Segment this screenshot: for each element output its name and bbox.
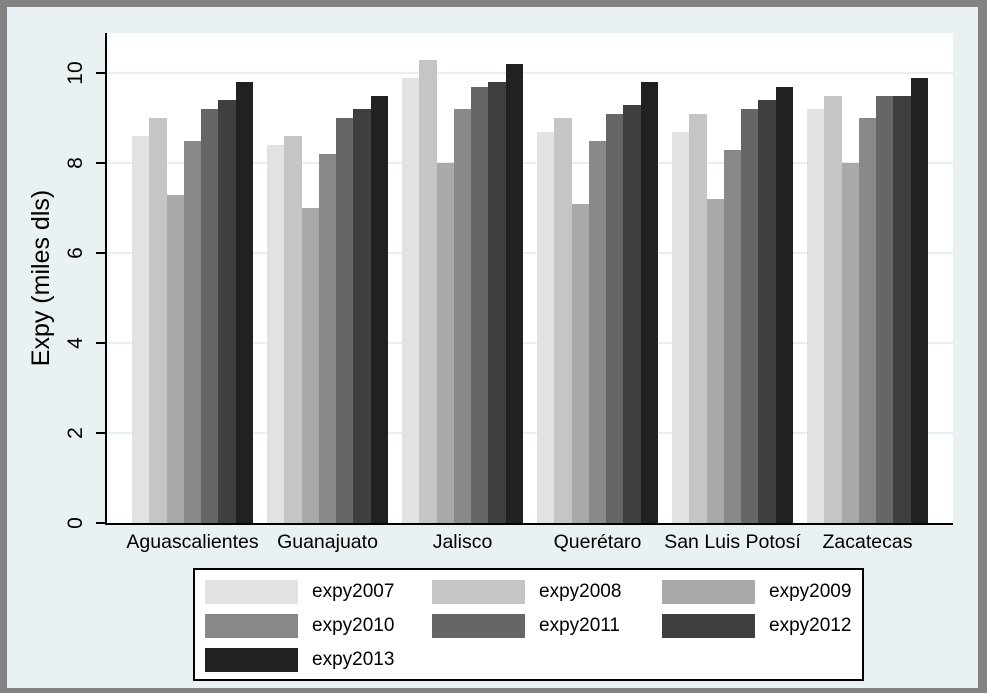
bar-expy2007-5 xyxy=(807,109,825,523)
x-label-0: Aguascalientes xyxy=(126,531,259,553)
legend-swatch-expy2013 xyxy=(205,648,298,672)
bar-expy2010-1 xyxy=(318,154,337,523)
x-label-2: Jalisco xyxy=(432,531,493,553)
bar-expy2007-4 xyxy=(672,131,690,523)
bar-expy2012-2 xyxy=(488,82,506,523)
bar-expy2007-1 xyxy=(267,145,285,523)
bar-expy2011-3 xyxy=(606,113,624,523)
legend-label-expy2009: expy2009 xyxy=(769,581,852,602)
bar-expy2009-4 xyxy=(706,199,724,523)
gridline-y8 xyxy=(107,162,953,164)
bar-expy2009-1 xyxy=(301,208,319,523)
bar-expy2010-4 xyxy=(723,149,742,523)
bar-expy2009-3 xyxy=(571,203,589,523)
plot-area xyxy=(105,33,953,525)
bar-expy2010-3 xyxy=(588,140,607,523)
chart-canvas: Expy (miles dls) 0 2 4 6 8 10 Aguascalientes G… xyxy=(7,7,978,688)
legend-entry-expy2009: expy2009 xyxy=(662,580,851,604)
bar-expy2008-1 xyxy=(284,136,302,523)
bar-expy2009-0 xyxy=(166,194,184,523)
bar-group-0 xyxy=(132,82,253,523)
legend-entry-expy2010: expy2010 xyxy=(205,614,394,638)
bar-expy2011-4 xyxy=(741,109,759,523)
x-label-4: San Luis Potosí xyxy=(664,531,801,553)
y-tick-mark-0 xyxy=(96,522,105,524)
gridline-y6 xyxy=(107,252,953,254)
bar-expy2013-5 xyxy=(910,77,928,523)
bar-expy2008-5 xyxy=(824,95,842,523)
legend-label-expy2010: expy2010 xyxy=(312,615,395,636)
legend-swatch-expy2007 xyxy=(205,580,298,604)
legend-swatch-expy2012 xyxy=(662,614,755,638)
bar-expy2011-2 xyxy=(471,86,489,523)
bar-expy2011-1 xyxy=(336,118,354,523)
bar-expy2007-3 xyxy=(537,131,555,523)
bar-expy2009-2 xyxy=(436,163,454,523)
bar-expy2013-3 xyxy=(640,82,658,523)
bar-expy2008-3 xyxy=(554,118,572,523)
bar-group-1 xyxy=(267,95,388,523)
y-tick-mark-4 xyxy=(96,342,105,344)
legend-swatch-expy2010 xyxy=(205,614,298,638)
legend-label-expy2008: expy2008 xyxy=(539,581,622,602)
y-tick-label-4: 4 xyxy=(64,337,87,349)
bar-expy2011-5 xyxy=(876,95,894,523)
legend-entry-expy2013: expy2013 xyxy=(205,648,394,672)
y-tick-mark-10 xyxy=(96,72,105,74)
bar-expy2010-5 xyxy=(858,118,877,523)
bar-expy2012-4 xyxy=(758,100,776,523)
bar-group-5 xyxy=(807,77,928,523)
bar-expy2007-0 xyxy=(132,136,150,523)
gridline-y10 xyxy=(107,72,953,74)
legend-swatch-expy2009 xyxy=(662,580,755,604)
bar-group-3 xyxy=(537,82,658,523)
x-label-3: Querétaro xyxy=(553,531,642,553)
y-tick-label-2: 2 xyxy=(64,427,87,439)
bar-expy2009-5 xyxy=(841,163,859,523)
y-tick-label-6: 6 xyxy=(64,247,87,259)
bar-expy2008-0 xyxy=(149,118,167,523)
bar-expy2011-0 xyxy=(201,109,219,523)
bar-expy2012-3 xyxy=(623,104,641,523)
legend-label-expy2013: expy2013 xyxy=(312,649,395,670)
legend-label-expy2012: expy2012 xyxy=(769,615,852,636)
bar-expy2012-1 xyxy=(353,109,371,523)
bar-expy2010-0 xyxy=(183,140,202,523)
bar-expy2008-2 xyxy=(419,59,437,523)
legend-label-expy2007: expy2007 xyxy=(312,581,395,602)
y-tick-mark-8 xyxy=(96,162,105,164)
y-tick-mark-2 xyxy=(96,432,105,434)
bar-expy2012-5 xyxy=(893,95,911,523)
bar-expy2013-2 xyxy=(505,64,523,523)
bar-group-2 xyxy=(402,59,523,523)
bar-expy2007-2 xyxy=(402,77,420,523)
bar-expy2010-2 xyxy=(453,109,472,523)
bar-expy2012-0 xyxy=(218,100,236,523)
x-label-5: Zacatecas xyxy=(822,531,913,553)
legend-entry-expy2008: expy2008 xyxy=(432,580,621,604)
bar-expy2008-4 xyxy=(689,113,707,523)
legend: expy2007 expy2008 expy2009 expy2010 expy2011… xyxy=(193,568,864,681)
bar-expy2013-0 xyxy=(235,82,253,523)
gridline-y2 xyxy=(107,432,953,434)
x-label-1: Guanajuato xyxy=(277,531,378,553)
y-tick-mark-6 xyxy=(96,252,105,254)
y-tick-label-0: 0 xyxy=(64,517,87,529)
legend-entry-expy2007: expy2007 xyxy=(205,580,394,604)
legend-entry-expy2011: expy2011 xyxy=(432,614,620,638)
bar-group-4 xyxy=(672,86,793,523)
legend-swatch-expy2008 xyxy=(432,580,525,604)
legend-entry-expy2012: expy2012 xyxy=(662,614,851,638)
y-tick-label-8: 8 xyxy=(64,157,87,169)
bar-expy2013-1 xyxy=(370,95,388,523)
legend-label-expy2011: expy2011 xyxy=(539,615,620,636)
gridline-y4 xyxy=(107,342,953,344)
y-tick-label-10: 10 xyxy=(64,61,87,85)
y-axis-title: Expy (miles dls) xyxy=(26,189,55,367)
bar-expy2013-4 xyxy=(775,86,793,523)
legend-swatch-expy2011 xyxy=(432,614,525,638)
